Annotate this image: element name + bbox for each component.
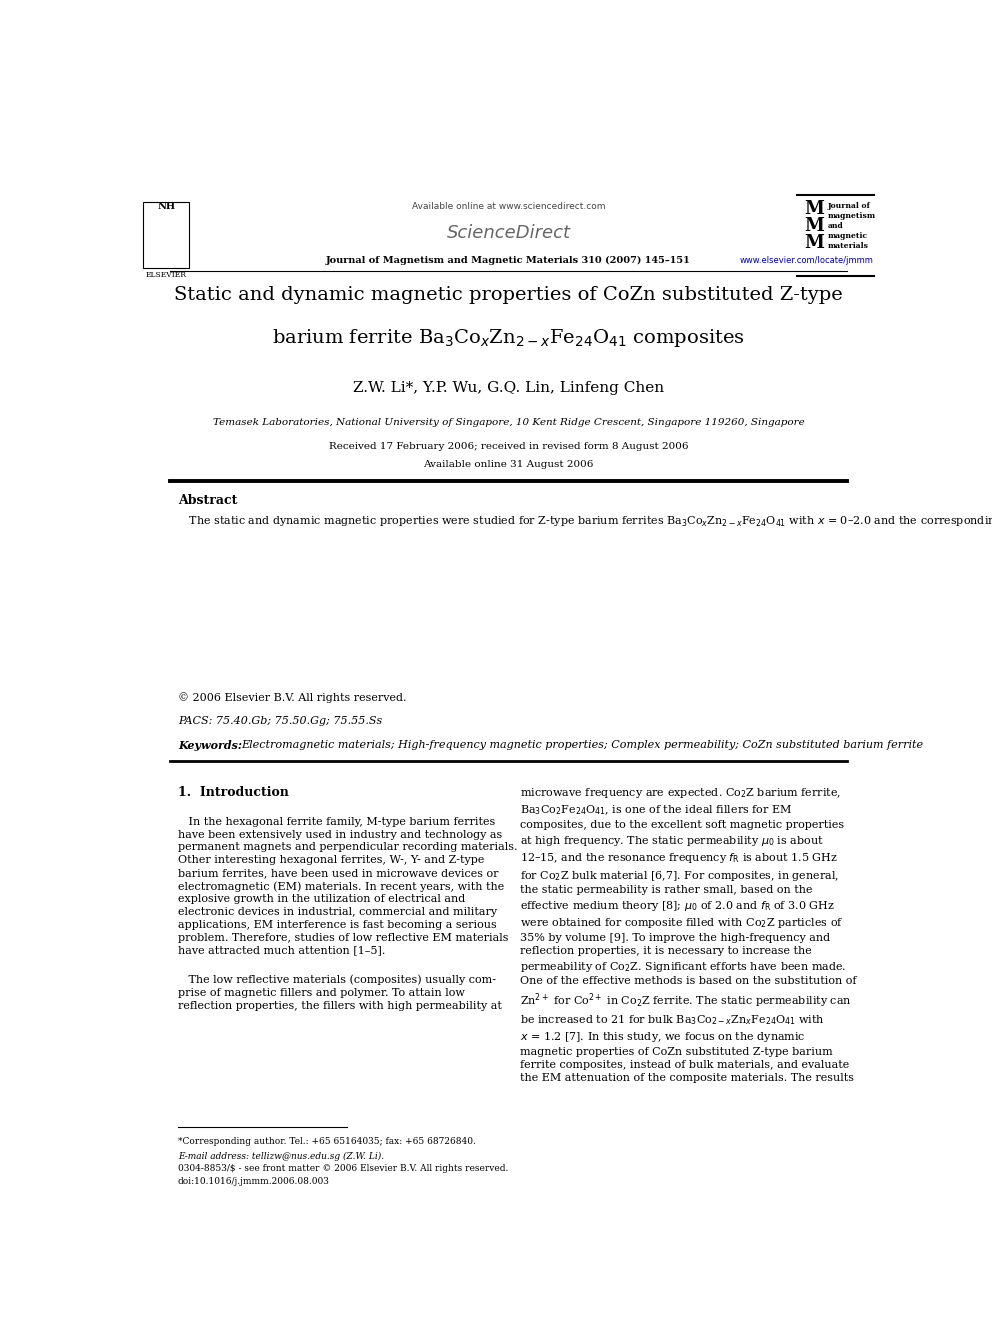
Text: Keywords:: Keywords: (178, 741, 242, 751)
Text: In the hexagonal ferrite family, M-type barium ferrites
have been extensively us: In the hexagonal ferrite family, M-type … (178, 816, 517, 955)
Text: The low reflective materials (composites) usually com-
prise of magnetic fillers: The low reflective materials (composites… (178, 975, 502, 1011)
Text: ELSEVIER: ELSEVIER (146, 271, 186, 279)
Text: Electromagnetic materials; High-frequency magnetic properties; Complex permeabil: Electromagnetic materials; High-frequenc… (241, 741, 923, 750)
Text: Journal of Magnetism and Magnetic Materials 310 (2007) 145–151: Journal of Magnetism and Magnetic Materi… (326, 255, 690, 265)
Bar (143, 201, 189, 267)
Text: *Corresponding author. Tel.: +65 65164035; fax: +65 68726840.: *Corresponding author. Tel.: +65 6516403… (178, 1136, 476, 1146)
Text: Temasek Laboratories, National University of Singapore, 10 Kent Ridge Crescent, : Temasek Laboratories, National Universit… (212, 418, 805, 426)
Text: barium ferrite Ba$_3$Co$_x$Zn$_{2-x}$Fe$_{24}$O$_{41}$ composites: barium ferrite Ba$_3$Co$_x$Zn$_{2-x}$Fe$… (272, 327, 745, 349)
Text: NH: NH (157, 201, 176, 210)
Text: M
M
M: M M M (805, 200, 824, 253)
Text: 1.  Introduction: 1. Introduction (178, 786, 289, 799)
Text: PACS: 75.40.Gb; 75.50.Gg; 75.55.Ss: PACS: 75.40.Gb; 75.50.Gg; 75.55.Ss (178, 716, 382, 726)
Text: Z.W. Li*, Y.P. Wu, G.Q. Lin, Linfeng Chen: Z.W. Li*, Y.P. Wu, G.Q. Lin, Linfeng Che… (353, 381, 664, 394)
Text: Journal of
magnetism
and
magnetic
materials: Journal of magnetism and magnetic materi… (827, 201, 876, 250)
Text: microwave frequency are expected. Co$_2$Z barium ferrite,
Ba$_3$Co$_2$Fe$_{24}$O: microwave frequency are expected. Co$_2$… (520, 786, 856, 1082)
Text: Received 17 February 2006; received in revised form 8 August 2006: Received 17 February 2006; received in r… (328, 442, 688, 451)
Text: E-mail address: tellizw@nus.edu.sg (Z.W. Li).: E-mail address: tellizw@nus.edu.sg (Z.W.… (178, 1152, 384, 1162)
Text: ScienceDirect: ScienceDirect (446, 224, 570, 242)
Text: doi:10.1016/j.jmmm.2006.08.003: doi:10.1016/j.jmmm.2006.08.003 (178, 1177, 329, 1187)
Text: The static and dynamic magnetic properties were studied for Z-type barium ferrit: The static and dynamic magnetic properti… (178, 515, 992, 529)
Text: 0304-8853/$ - see front matter © 2006 Elsevier B.V. All rights reserved.: 0304-8853/$ - see front matter © 2006 El… (178, 1164, 508, 1174)
Text: www.elsevier.com/locate/jmmm: www.elsevier.com/locate/jmmm (740, 255, 874, 265)
Text: Abstract: Abstract (178, 493, 237, 507)
Text: Available online at www.sciencedirect.com: Available online at www.sciencedirect.co… (412, 201, 605, 210)
Text: © 2006 Elsevier B.V. All rights reserved.: © 2006 Elsevier B.V. All rights reserved… (178, 692, 407, 704)
Text: Available online 31 August 2006: Available online 31 August 2006 (424, 460, 593, 470)
Text: Static and dynamic magnetic properties of CoZn substituted Z-type: Static and dynamic magnetic properties o… (174, 286, 843, 304)
